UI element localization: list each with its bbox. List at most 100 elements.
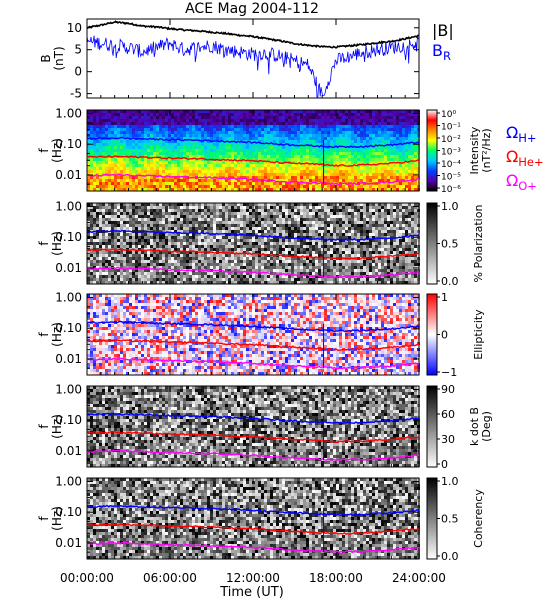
heatmap-cell xyxy=(195,218,198,221)
heatmap-cell xyxy=(342,119,345,122)
heatmap-cell xyxy=(141,233,144,236)
heatmap-cell xyxy=(123,185,126,188)
heatmap-cell xyxy=(126,128,129,131)
heatmap-cell xyxy=(195,224,198,227)
heatmap-cell xyxy=(99,203,102,206)
heatmap-cell xyxy=(99,269,102,272)
heatmap-cell xyxy=(123,128,126,131)
heatmap-cell xyxy=(261,137,264,140)
heatmap-cell xyxy=(189,152,192,155)
heatmap-cell xyxy=(105,143,108,146)
heatmap-cell xyxy=(147,239,150,242)
heatmap-cell xyxy=(123,113,126,116)
heatmap-cell xyxy=(363,128,366,131)
heatmap-cell xyxy=(222,221,225,224)
heatmap-cell xyxy=(243,143,246,146)
heatmap-cell xyxy=(138,236,141,239)
heatmap-cell xyxy=(186,140,189,143)
heatmap-cell xyxy=(231,224,234,227)
heatmap-cell xyxy=(285,158,288,161)
heatmap-cell xyxy=(210,110,213,113)
heatmap-cell xyxy=(240,158,243,161)
heatmap-cell xyxy=(297,158,300,161)
heatmap-cell xyxy=(321,158,324,161)
heatmap-cell xyxy=(165,209,168,212)
heatmap-cell xyxy=(339,170,342,173)
heatmap-cell xyxy=(405,143,408,146)
heatmap-cell xyxy=(174,149,177,152)
heatmap-cell xyxy=(216,173,219,176)
heatmap-cell xyxy=(387,110,390,113)
heatmap-cell xyxy=(204,149,207,152)
heatmap-cell xyxy=(363,173,366,176)
heatmap-cell xyxy=(237,206,240,209)
y-tick-label: 0 xyxy=(74,65,82,79)
heatmap-cell xyxy=(162,278,165,281)
heatmap-cell xyxy=(186,206,189,209)
heatmap-cell xyxy=(246,275,249,278)
heatmap-cell xyxy=(123,272,126,275)
heatmap-cell xyxy=(207,224,210,227)
heatmap-cell xyxy=(405,152,408,155)
heatmap-cell xyxy=(246,254,249,257)
heatmap-cell xyxy=(282,218,285,221)
heatmap-cell xyxy=(129,119,132,122)
intensity-colorbar-tick-label: 10⁻³ xyxy=(441,148,461,158)
heatmap-cell xyxy=(228,260,231,263)
heatmap-cell xyxy=(153,272,156,275)
heatmap-cell xyxy=(123,167,126,170)
heatmap-cell xyxy=(393,173,396,176)
heatmap-cell xyxy=(219,236,222,239)
heatmap-cell xyxy=(219,227,222,230)
heatmap-cell xyxy=(384,116,387,119)
heatmap-cell xyxy=(339,146,342,149)
heatmap-cell xyxy=(306,119,309,122)
heatmap-cell xyxy=(183,251,186,254)
heatmap-cell xyxy=(276,239,279,242)
heatmap-cell xyxy=(180,158,183,161)
heatmap-cell xyxy=(207,152,210,155)
heatmap-cell xyxy=(171,245,174,248)
heatmap-cell xyxy=(129,233,132,236)
heatmap-cell xyxy=(132,224,135,227)
heatmap-cell xyxy=(249,239,252,242)
heatmap-cell xyxy=(261,239,264,242)
heatmap-cell xyxy=(225,245,228,248)
heatmap-cell xyxy=(282,122,285,125)
heatmap-cell xyxy=(234,143,237,146)
heatmap-cell xyxy=(246,131,249,134)
heatmap-cell xyxy=(198,260,201,263)
heatmap-cell xyxy=(195,137,198,140)
heatmap-cell xyxy=(156,176,159,179)
heatmap-cell xyxy=(159,164,162,167)
heatmap-cell xyxy=(387,149,390,152)
heatmap-cell xyxy=(357,188,360,191)
heatmap-cell xyxy=(405,155,408,158)
heatmap-cell xyxy=(243,260,246,263)
heatmap-cell xyxy=(183,233,186,236)
heatmap-cell xyxy=(309,146,312,149)
heatmap-cell xyxy=(156,113,159,116)
heatmap-cell xyxy=(99,245,102,248)
heatmap-cell xyxy=(153,116,156,119)
heatmap-cell xyxy=(132,254,135,257)
heatmap-cell xyxy=(207,206,210,209)
heatmap-cell xyxy=(147,188,150,191)
heatmap-cell xyxy=(270,212,273,215)
heatmap-cell xyxy=(90,179,93,182)
heatmap-cell xyxy=(105,110,108,113)
heatmap-cell xyxy=(300,152,303,155)
heatmap-cell xyxy=(261,122,264,125)
heatmap-cell xyxy=(132,146,135,149)
heatmap-cell xyxy=(300,131,303,134)
heatmap-cell xyxy=(201,188,204,191)
heatmap-cell xyxy=(120,239,123,242)
heatmap-cell xyxy=(126,143,129,146)
heatmap-cell xyxy=(285,221,288,224)
heatmap-cell xyxy=(123,188,126,191)
heatmap-cell xyxy=(231,173,234,176)
heatmap-cell xyxy=(138,242,141,245)
heatmap-cell xyxy=(174,158,177,161)
heatmap-cell xyxy=(207,257,210,260)
heatmap-cell xyxy=(267,167,270,170)
